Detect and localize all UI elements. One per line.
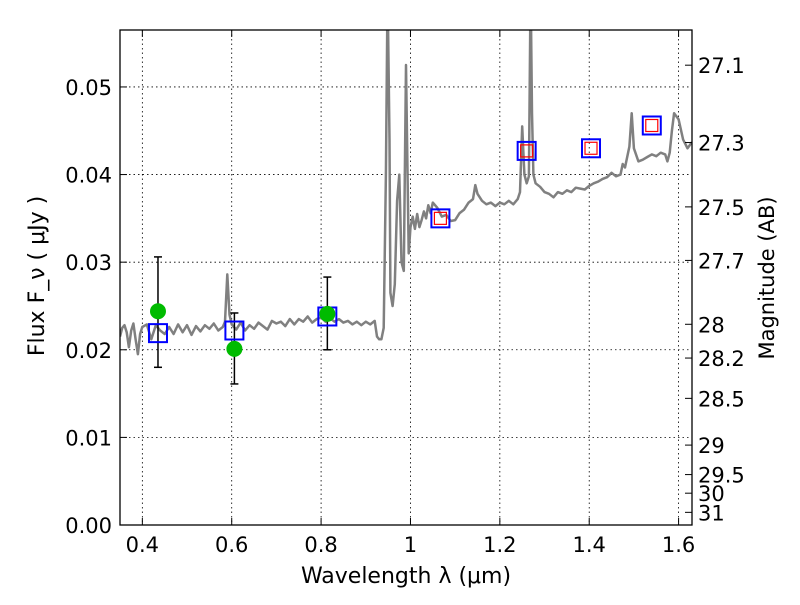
right-tick-label: 27.1 <box>698 54 745 78</box>
grid-lines <box>120 30 692 526</box>
axes-box <box>119 29 693 526</box>
x-axis-label: Wavelength λ (μm) <box>301 564 511 589</box>
right-tick-label: 27.7 <box>698 249 745 273</box>
x-tick-label: 0.6 <box>215 533 248 557</box>
observed-square <box>433 211 448 225</box>
tick-marks: 0.4 0.6 0.8 1 1.2 1.4 1.6 0.00 0.01 0.02 0.03 0.04 0… <box>65 30 745 557</box>
y-tick-label: 0.03 <box>65 251 112 275</box>
y-tick-label: 0.04 <box>65 164 112 188</box>
observed-square <box>584 141 598 155</box>
x-tick-label: 0.4 <box>126 533 159 557</box>
x-tick-label: 1.2 <box>483 533 516 557</box>
observed-circle <box>226 340 243 357</box>
model-photometry-square <box>430 208 451 229</box>
observed-circle <box>319 305 336 322</box>
model-photometry-square <box>641 115 662 136</box>
right-tick-label: 28.2 <box>698 347 745 371</box>
right-tick-label: 28.5 <box>698 387 745 411</box>
x-tick-label: 1 <box>404 533 417 557</box>
right-tick-label: 27.3 <box>698 132 745 156</box>
axes-frame <box>119 29 693 526</box>
right-tick-label: 29 <box>698 434 725 458</box>
right-tick-label: 31 <box>698 501 725 525</box>
model-photometry-square <box>516 140 537 161</box>
y-axis-label: Flux F_ν ( μJy ) <box>25 196 50 356</box>
right-tick-label: 27.5 <box>698 196 745 220</box>
model-photometry-square <box>581 138 602 159</box>
y-tick-label: 0.01 <box>65 426 112 450</box>
model-photometry-square <box>224 320 245 341</box>
x-tick-label: 1.4 <box>573 533 606 557</box>
plot-series <box>120 30 692 385</box>
y-tick-label: 0.00 <box>65 514 112 538</box>
right-tick-label: 30 <box>698 482 725 506</box>
right-tick-label: 29.5 <box>698 464 745 488</box>
x-tick-label: 1.6 <box>662 533 695 557</box>
model-photometry-square <box>147 323 168 344</box>
y-tick-label: 0.05 <box>65 76 112 100</box>
right-axis-label: Magnitude (AB) <box>755 196 779 359</box>
y-tick-label: 0.02 <box>65 339 112 363</box>
spectrum-line <box>120 30 692 356</box>
x-tick-label: 0.8 <box>304 533 337 557</box>
observed-square <box>520 144 534 158</box>
observed-circle <box>149 303 166 320</box>
observed-square <box>645 118 659 133</box>
right-tick-label: 28 <box>698 313 725 337</box>
